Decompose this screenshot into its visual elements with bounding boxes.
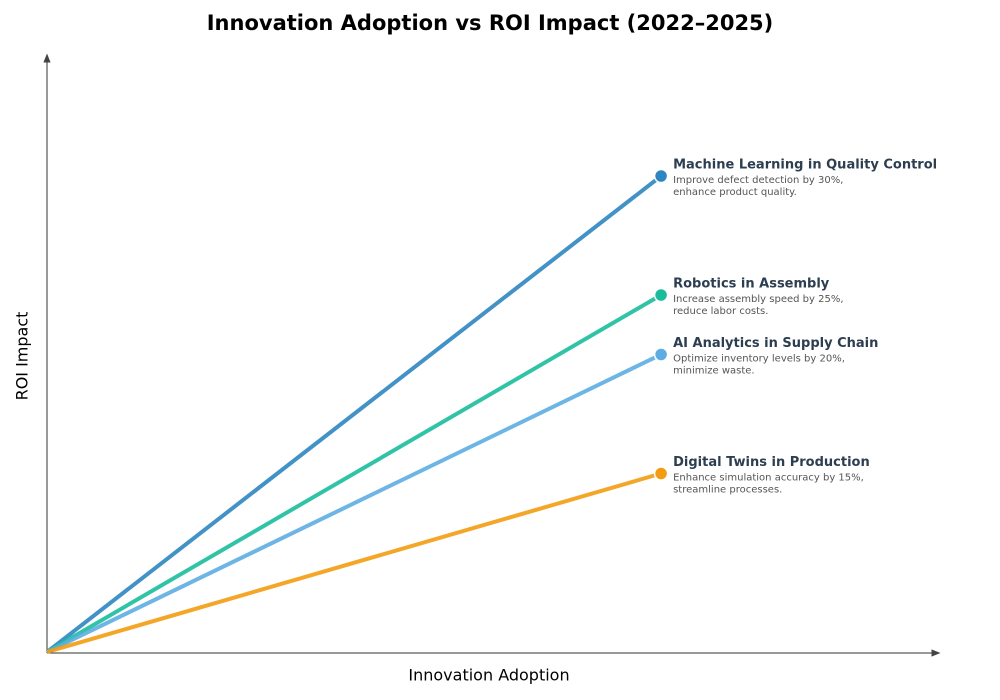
series-line	[45, 174, 663, 654]
end-point	[653, 466, 669, 481]
series-line	[46, 352, 662, 654]
series-name: AI Analytics in Supply Chain	[673, 336, 878, 351]
series-line	[46, 471, 662, 654]
series-description: Optimize inventory levels by 20%,	[673, 354, 845, 365]
chart-title: Innovation Adoption vs ROI Impact (2022–…	[207, 11, 774, 35]
series-name: Digital Twins in Production	[673, 455, 870, 470]
series-description: Improve defect detection by 30%,	[673, 175, 843, 186]
series-description: Increase assembly speed by 25%,	[673, 294, 843, 305]
series-description: Enhance simulation accuracy by 15%,	[673, 473, 864, 484]
series-description: reduce labor costs.	[673, 306, 768, 317]
series-line	[45, 293, 663, 654]
x-axis-label: Innovation Adoption	[408, 666, 569, 685]
series-name: Robotics in Assembly	[673, 277, 830, 292]
y-axis-label: ROI Impact	[13, 312, 32, 401]
end-point	[653, 347, 669, 362]
series-description: minimize waste.	[673, 366, 755, 377]
series-description: streamline processes.	[673, 485, 782, 496]
series-name: Machine Learning in Quality Control	[673, 158, 937, 173]
end-point	[653, 287, 669, 303]
end-point	[653, 168, 669, 184]
series-description: enhance product quality.	[673, 187, 797, 198]
